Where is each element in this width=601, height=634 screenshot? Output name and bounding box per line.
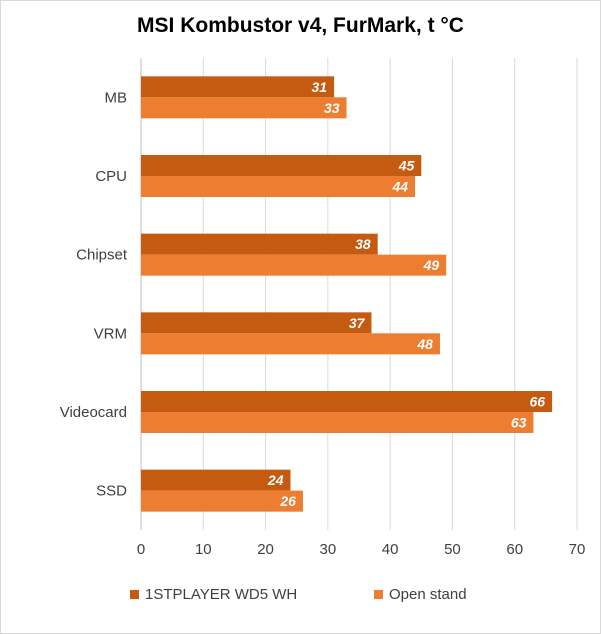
chart-title: MSI Kombustor v4, FurMark, t °C bbox=[137, 14, 464, 37]
x-tick-label: 0 bbox=[137, 541, 145, 558]
data-label: 31 bbox=[312, 79, 328, 95]
bar bbox=[141, 490, 303, 512]
data-label: 45 bbox=[398, 158, 415, 174]
category-labels: MB CPU Chipset VRM Videocard SSD bbox=[60, 89, 128, 499]
category-label: SSD bbox=[96, 483, 127, 500]
bar bbox=[141, 155, 422, 176]
bar bbox=[141, 333, 440, 355]
legend-swatch-series-1 bbox=[130, 590, 139, 599]
x-tick-label: 60 bbox=[506, 541, 523, 558]
bar bbox=[141, 76, 335, 98]
data-label: 37 bbox=[349, 315, 366, 331]
category-label: VRM bbox=[94, 325, 127, 342]
bar bbox=[141, 312, 372, 334]
legend-item-series-1: 1STPLAYER WD5 WH bbox=[130, 586, 297, 603]
legend-label-series-1: 1STPLAYER WD5 WH bbox=[145, 586, 298, 603]
data-label: 38 bbox=[355, 236, 371, 252]
bar bbox=[141, 391, 553, 412]
x-tick-label: 10 bbox=[195, 541, 212, 558]
data-label: 49 bbox=[423, 257, 440, 273]
data-label: 63 bbox=[511, 415, 527, 431]
legend-item-series-2: Open stand bbox=[374, 586, 467, 603]
data-label: 48 bbox=[416, 336, 433, 352]
data-label: 33 bbox=[324, 100, 340, 116]
bar bbox=[141, 97, 347, 119]
bar bbox=[141, 469, 291, 491]
data-label: 44 bbox=[391, 179, 408, 195]
gridlines bbox=[140, 58, 578, 530]
data-label: 26 bbox=[279, 493, 296, 509]
category-label: Videocard bbox=[60, 404, 127, 421]
bars bbox=[141, 76, 553, 512]
tick-labels: 0 10 20 30 40 50 60 70 bbox=[137, 541, 586, 558]
category-label: Chipset bbox=[76, 247, 128, 264]
x-tick-label: 70 bbox=[569, 541, 586, 558]
legend: 1STPLAYER WD5 WH Open stand bbox=[0, 586, 601, 608]
bar bbox=[141, 233, 378, 255]
legend-label-series-2: Open stand bbox=[389, 586, 467, 603]
data-label: 66 bbox=[530, 394, 546, 410]
category-label: MB bbox=[105, 89, 128, 106]
bar bbox=[141, 176, 416, 197]
legend-swatch-series-2 bbox=[374, 590, 383, 599]
bar bbox=[141, 254, 447, 276]
x-tick-label: 50 bbox=[444, 541, 461, 558]
data-label: 24 bbox=[267, 472, 284, 488]
x-tick-label: 30 bbox=[320, 541, 337, 558]
bar bbox=[141, 412, 534, 433]
x-tick-label: 20 bbox=[257, 541, 274, 558]
category-label: CPU bbox=[95, 168, 127, 185]
x-tick-label: 40 bbox=[382, 541, 399, 558]
